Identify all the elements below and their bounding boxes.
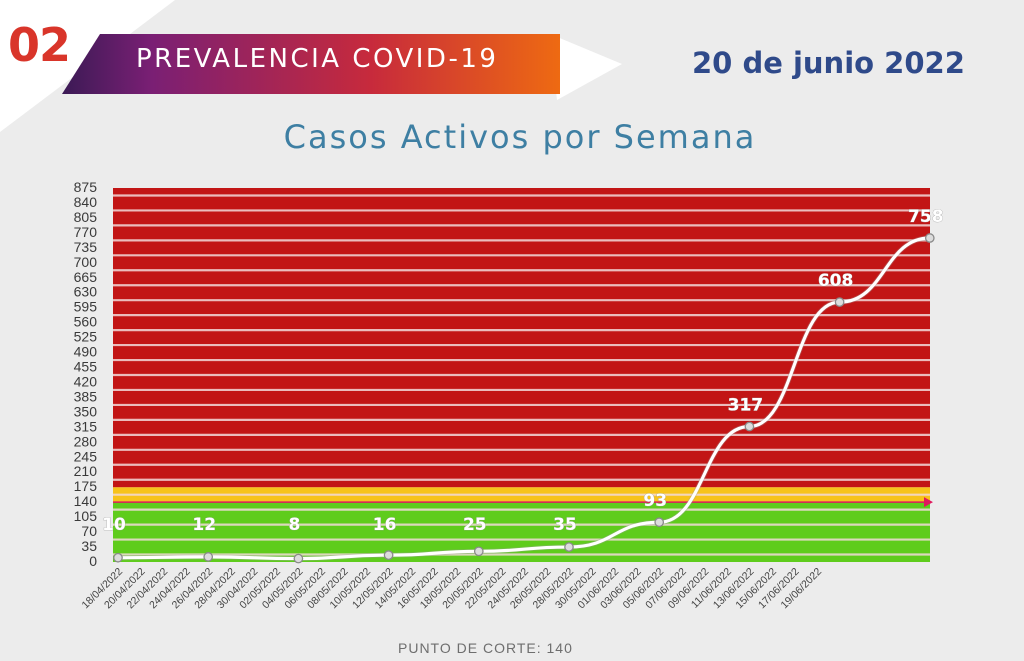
data-point (293, 553, 304, 564)
chart-title: Casos Activos por Semana (283, 118, 757, 156)
data-label: 12 (192, 515, 216, 535)
data-label: 317 (728, 396, 764, 416)
y-tick-label: 175 (74, 478, 98, 494)
y-tick-label: 595 (74, 299, 98, 315)
y-tick-label: 490 (74, 344, 98, 360)
y-tick-label: 35 (81, 538, 97, 554)
y-tick-label: 735 (74, 239, 98, 255)
data-label: 25 (463, 515, 487, 535)
data-point (834, 297, 845, 307)
data-point (744, 421, 755, 432)
data-label: 758 (908, 207, 944, 227)
band-red (113, 188, 930, 488)
y-tick-label: 210 (74, 463, 98, 479)
y-tick-label: 385 (74, 388, 98, 404)
report-date: 20 de junio 2022 (692, 46, 965, 80)
data-point (473, 546, 484, 557)
y-tick-label: 840 (74, 194, 98, 210)
y-tick-label: 455 (74, 359, 98, 375)
banner-title: PREVALENCIA COVID-19 (136, 44, 499, 74)
y-tick-label: 140 (74, 493, 98, 509)
cutoff-arrow (924, 497, 933, 508)
y-tick-label: 805 (74, 209, 98, 225)
y-tick-label: 70 (81, 523, 97, 539)
y-tick-label: 245 (74, 448, 98, 464)
y-tick-label: 630 (74, 284, 98, 300)
data-point (924, 233, 935, 243)
y-tick-label: 875 (74, 179, 98, 195)
data-point (654, 517, 665, 528)
data-point (383, 550, 394, 561)
data-point (113, 552, 123, 563)
y-tick-label: 105 (74, 508, 98, 524)
y-tick-label: 0 (89, 553, 97, 569)
y-tick-label: 665 (74, 269, 98, 285)
y-tick-label: 700 (74, 254, 98, 270)
cutoff-note: PUNTO DE CORTE: 140 (398, 640, 573, 656)
data-label: 16 (373, 515, 397, 535)
data-point (203, 552, 214, 562)
y-tick-label: 280 (74, 433, 98, 449)
title-banner (62, 34, 622, 100)
data-label: 35 (553, 515, 577, 535)
data-label: 608 (818, 271, 854, 291)
data-label: 8 (288, 515, 300, 535)
band-green (113, 502, 930, 562)
data-point (564, 542, 574, 552)
y-tick-label: 770 (74, 224, 98, 240)
section-number: 02 (8, 18, 71, 72)
y-tick-label: 420 (74, 373, 98, 389)
y-tick-label: 560 (74, 314, 98, 330)
y-tick-label: 525 (74, 329, 98, 345)
y-tick-label: 350 (74, 403, 98, 419)
data-label: 10 (102, 515, 126, 535)
y-tick-label: 315 (74, 418, 98, 434)
data-label: 93 (643, 491, 667, 511)
